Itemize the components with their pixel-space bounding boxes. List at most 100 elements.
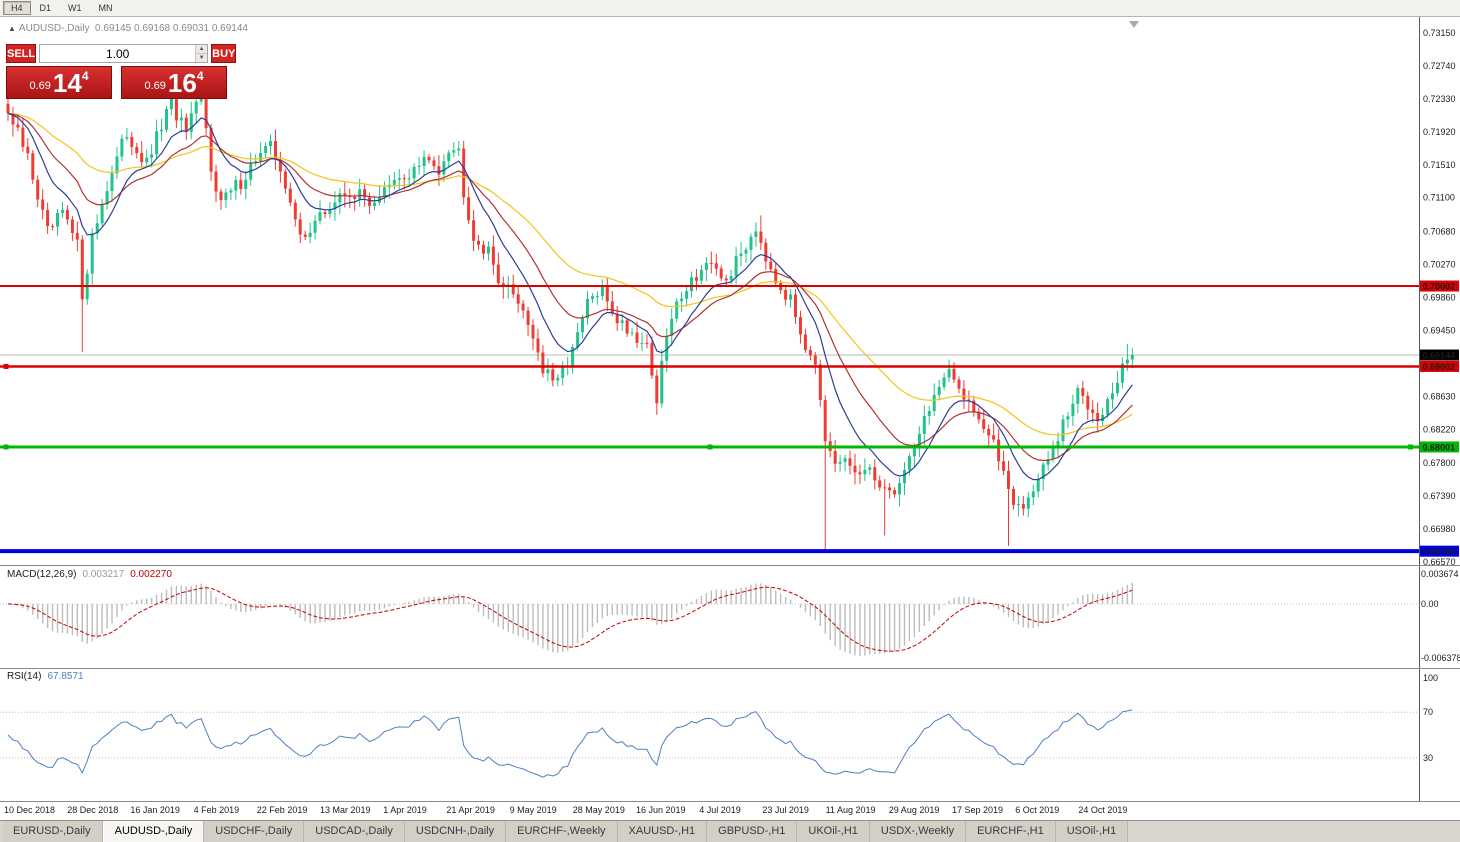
sell-price-button[interactable]: 0.69 14 4 bbox=[6, 66, 112, 99]
chart-symbol-icon: ▲ bbox=[8, 24, 16, 33]
svg-text:0.73150: 0.73150 bbox=[1423, 28, 1456, 38]
svg-text:0.69860: 0.69860 bbox=[1423, 293, 1456, 303]
chart-tab-eurchf-h1[interactable]: EURCHF-,H1 bbox=[966, 821, 1056, 842]
svg-text:16 Jun 2019: 16 Jun 2019 bbox=[636, 805, 686, 815]
svg-text:0.72330: 0.72330 bbox=[1423, 94, 1456, 104]
chart-tab-usdx-weekly[interactable]: USDX-,Weekly bbox=[869, 821, 967, 842]
svg-text:0.69144: 0.69144 bbox=[1423, 351, 1456, 361]
svg-text:13 Mar 2019: 13 Mar 2019 bbox=[320, 805, 371, 815]
svg-text:70: 70 bbox=[1423, 707, 1433, 717]
svg-text:0.69450: 0.69450 bbox=[1423, 325, 1456, 335]
ma-line-21 bbox=[7, 112, 1133, 462]
chart-tab-eurusd-daily[interactable]: EURUSD-,Daily bbox=[2, 821, 103, 842]
svg-text:100: 100 bbox=[1423, 673, 1438, 683]
chart-tab-usdcad-daily[interactable]: USDCAD-,Daily bbox=[304, 821, 405, 842]
hline-handle-left bbox=[3, 363, 9, 369]
svg-text:16 Jan 2019: 16 Jan 2019 bbox=[130, 805, 180, 815]
timeframe-button-h4[interactable]: H4 bbox=[3, 1, 31, 15]
svg-text:0.68220: 0.68220 bbox=[1423, 424, 1456, 434]
timeframe-button-d1[interactable]: D1 bbox=[39, 3, 52, 13]
hline-handle-center bbox=[707, 444, 713, 450]
svg-text:0.71510: 0.71510 bbox=[1423, 160, 1456, 170]
chart-tab-eurchf-weekly[interactable]: EURCHF-,Weekly bbox=[506, 821, 618, 842]
volume-input[interactable] bbox=[40, 45, 196, 62]
chart-tab-ukoil-h1[interactable]: UKOil-,H1 bbox=[797, 821, 870, 842]
svg-text:6 Oct 2019: 6 Oct 2019 bbox=[1015, 805, 1059, 815]
price-tag-0.69144 bbox=[1420, 349, 1459, 361]
price-tag-0.69002 bbox=[1420, 360, 1459, 372]
chart-ohlc-header: ▲ AUDUSD-,Daily 0.69145 0.69168 0.69031 0… bbox=[8, 23, 248, 34]
svg-text:0.70680: 0.70680 bbox=[1423, 227, 1456, 237]
svg-text:0.70270: 0.70270 bbox=[1423, 260, 1456, 270]
svg-text:17 Sep 2019: 17 Sep 2019 bbox=[952, 805, 1003, 815]
rsi-line bbox=[7, 709, 1133, 778]
chart-ohlc-values: 0.69145 0.69168 0.69031 0.69144 bbox=[95, 23, 248, 34]
chart-tab-gbpusd-h1[interactable]: GBPUSD-,H1 bbox=[707, 821, 798, 842]
volume-spinner[interactable]: ▲ ▼ bbox=[195, 45, 208, 62]
timeframe-button-w1[interactable]: W1 bbox=[68, 3, 82, 13]
sell-button[interactable]: SELL bbox=[6, 44, 37, 63]
macd-indicator-label: MACD(12,26,9) 0.003217 0.002270 bbox=[7, 569, 172, 580]
svg-text:0.003674: 0.003674 bbox=[1421, 569, 1459, 579]
hline-handle-left bbox=[3, 444, 9, 450]
panel-dividers bbox=[0, 565, 1460, 802]
chart-tab-audusd-daily[interactable]: AUDUSD-,Daily bbox=[102, 821, 205, 842]
chart-tab-usdchf-daily[interactable]: USDCHF-,Daily bbox=[204, 821, 305, 842]
svg-text:28 May 2019: 28 May 2019 bbox=[573, 805, 625, 815]
svg-text:21 Apr 2019: 21 Apr 2019 bbox=[446, 805, 495, 815]
macd-signal-value: 0.002270 bbox=[130, 569, 172, 580]
timeframe-button-mn[interactable]: MN bbox=[98, 3, 113, 13]
svg-text:0.67390: 0.67390 bbox=[1423, 491, 1456, 501]
chart-tab-usdcnh-daily[interactable]: USDCNH-,Daily bbox=[404, 821, 507, 842]
svg-text:0.71100: 0.71100 bbox=[1423, 193, 1455, 203]
svg-text:23 Jul 2019: 23 Jul 2019 bbox=[762, 805, 809, 815]
svg-text:28 Dec 2018: 28 Dec 2018 bbox=[67, 805, 118, 815]
volume-field[interactable]: ▲ ▼ bbox=[39, 44, 209, 63]
buy-price-button[interactable]: 0.69 16 4 bbox=[121, 66, 227, 99]
svg-text:0.67800: 0.67800 bbox=[1423, 458, 1456, 468]
svg-text:1 Apr 2019: 1 Apr 2019 bbox=[383, 805, 427, 815]
macd-name: MACD(12,26,9) bbox=[7, 569, 77, 580]
rsi-current-value: 67.8571 bbox=[47, 671, 84, 682]
svg-text:0.00: 0.00 bbox=[1421, 599, 1439, 609]
svg-text:30: 30 bbox=[1423, 753, 1433, 763]
svg-text:0.68001: 0.68001 bbox=[1423, 442, 1456, 452]
horizontal-line-objects[interactable] bbox=[0, 285, 1420, 554]
svg-text:0.68630: 0.68630 bbox=[1423, 391, 1456, 401]
price-tag-0.68001 bbox=[1420, 441, 1459, 453]
rsi-name: RSI(14) bbox=[7, 671, 42, 682]
svg-text:11 Aug 2019: 11 Aug 2019 bbox=[826, 805, 876, 815]
price-axis[interactable]: 0.73150 0.72740 0.72330 0.71920 0.71510 0.711… bbox=[1419, 16, 1460, 801]
chart-tab-xauusd-h1[interactable]: XAUUSD-,H1 bbox=[617, 821, 708, 842]
candlestick-series bbox=[6, 88, 1134, 550]
svg-text:29 Aug 2019: 29 Aug 2019 bbox=[889, 805, 940, 815]
chart-canvas[interactable]: 0.73150 0.72740 0.72330 0.71920 0.71510 0.711… bbox=[0, 0, 1460, 820]
macd-main-value: 0.003217 bbox=[82, 569, 125, 580]
timeframe-toolbar: H4 D1 W1 MN bbox=[0, 0, 1460, 17]
macd-panel bbox=[0, 582, 1420, 656]
svg-text:0.71920: 0.71920 bbox=[1423, 127, 1456, 137]
price-tag-0.70002 bbox=[1420, 280, 1459, 292]
svg-text:22 Feb 2019: 22 Feb 2019 bbox=[257, 805, 308, 815]
rsi-panel bbox=[0, 709, 1420, 778]
ma-line-10 bbox=[7, 112, 1133, 481]
svg-text:4 Feb 2019: 4 Feb 2019 bbox=[194, 805, 240, 815]
date-axis[interactable]: 10 Dec 2018 28 Dec 2018 16 Jan 2019 4 Feb 2… bbox=[4, 805, 1127, 815]
volume-up-button[interactable]: ▲ bbox=[196, 45, 208, 54]
price-tag-0.66705 bbox=[1420, 545, 1459, 557]
svg-text:0.66980: 0.66980 bbox=[1423, 524, 1456, 534]
ask-price-pip: 4 bbox=[196, 69, 204, 83]
volume-down-button[interactable]: ▼ bbox=[196, 54, 208, 62]
svg-text:0.66570: 0.66570 bbox=[1423, 557, 1456, 567]
chart-shift-marker[interactable] bbox=[1129, 21, 1139, 28]
svg-text:24 Oct 2019: 24 Oct 2019 bbox=[1078, 805, 1127, 815]
ma-line-45 bbox=[7, 112, 1133, 436]
chart-tab-usoil-h1[interactable]: USOil-,H1 bbox=[1055, 821, 1129, 842]
svg-text:0.70002: 0.70002 bbox=[1423, 282, 1456, 292]
buy-button[interactable]: BUY bbox=[211, 44, 237, 63]
hline-handle-right bbox=[1408, 444, 1413, 450]
bid-price-prefix: 0.69 bbox=[29, 80, 51, 92]
macd-signal-line bbox=[7, 586, 1133, 652]
